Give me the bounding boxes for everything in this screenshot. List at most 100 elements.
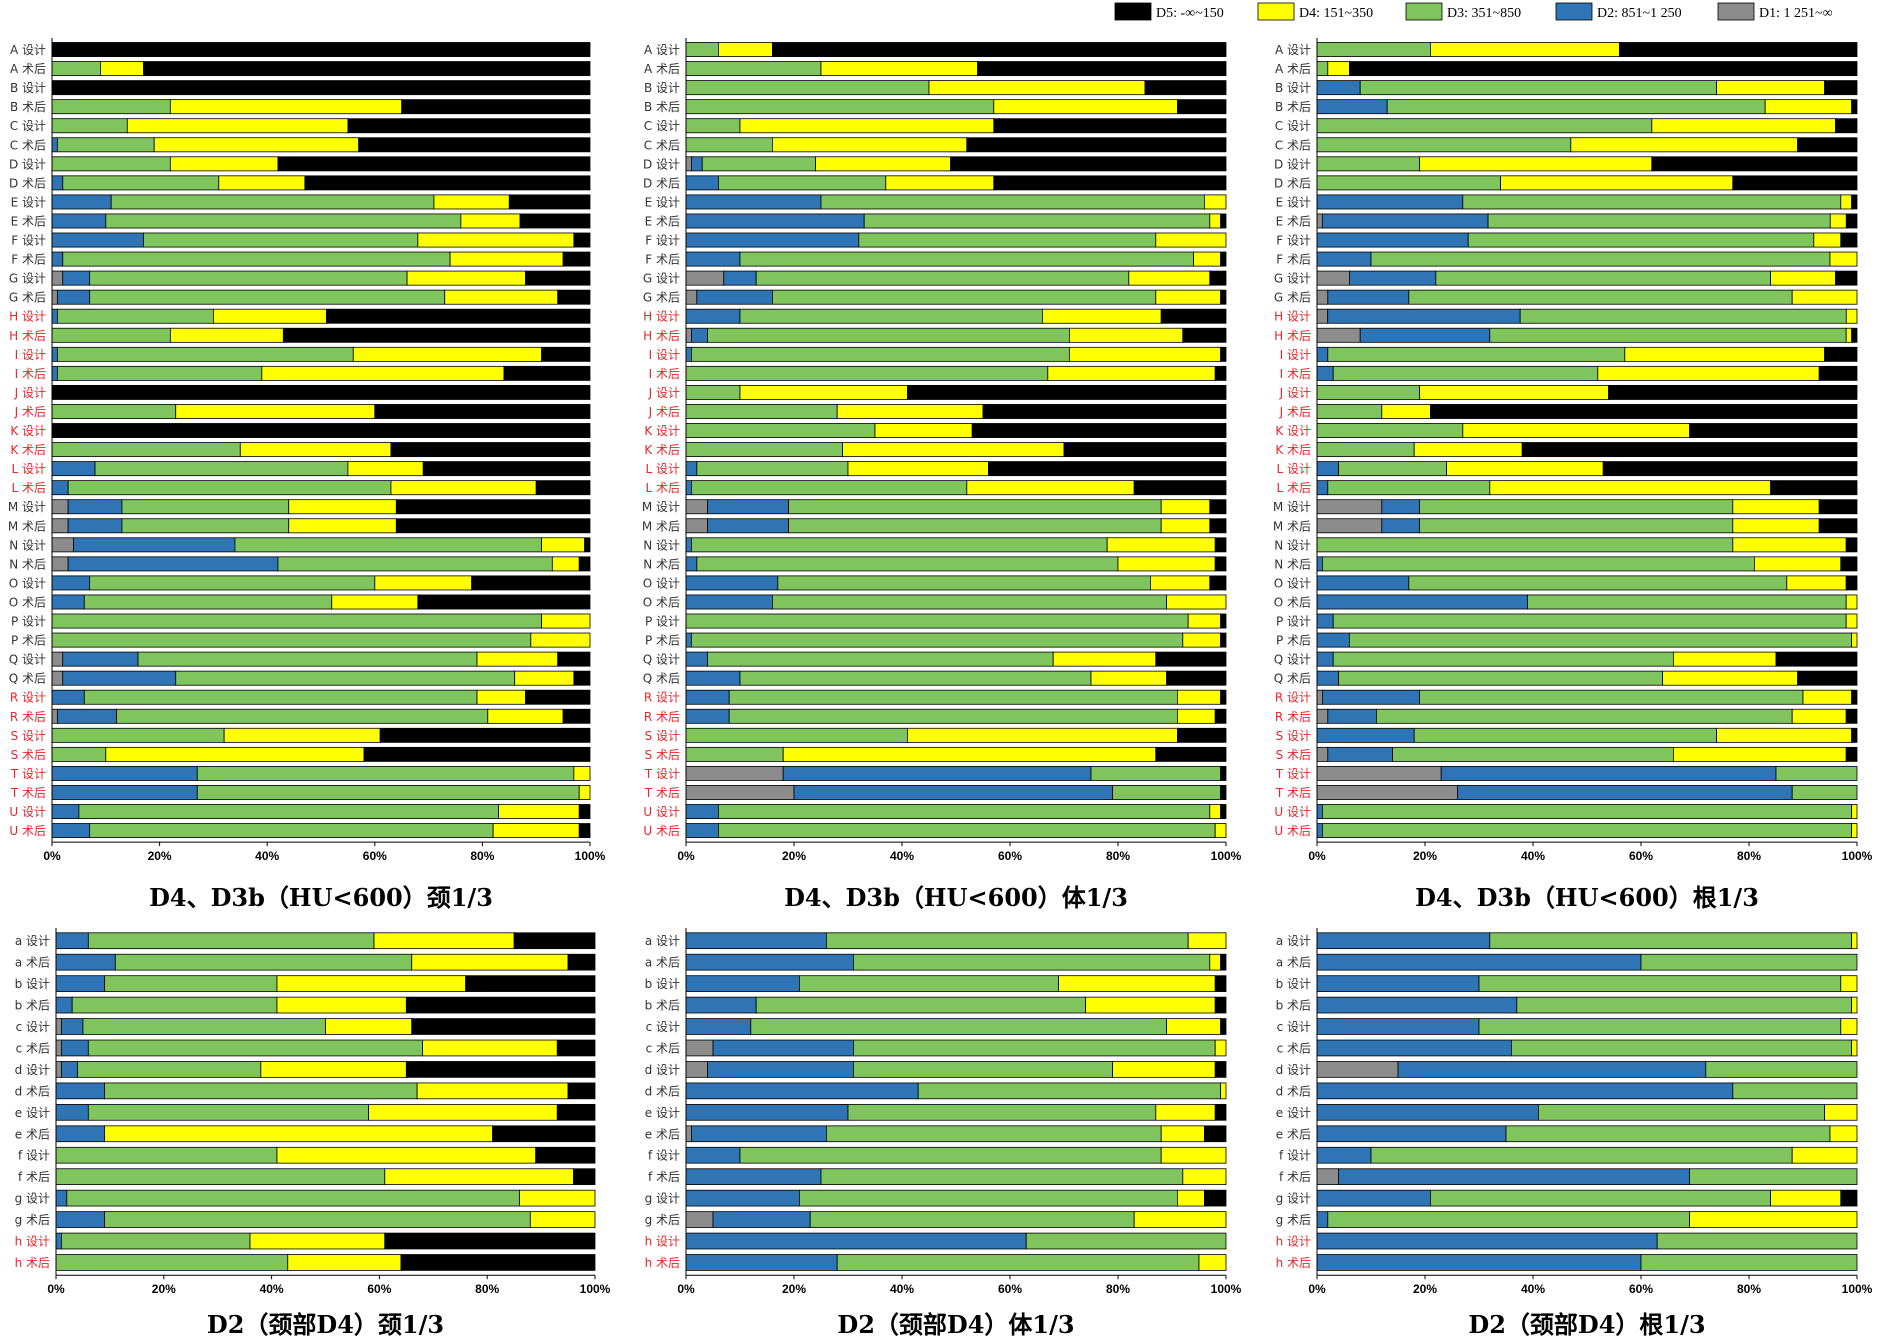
bar-segment [1791, 1146, 1858, 1164]
legend-swatch-d1 [1717, 2, 1755, 21]
bar-segment [89, 270, 408, 286]
bar-segment [685, 746, 784, 762]
bar-segment [405, 996, 596, 1014]
bar-segment [51, 327, 171, 343]
category-label: E 术后 [645, 214, 680, 228]
bar-segment [1754, 556, 1842, 572]
bar-segment [1570, 137, 1799, 153]
bar-segment [417, 594, 591, 610]
bar-segment [1106, 537, 1216, 553]
category-label: R 术后 [1275, 710, 1311, 724]
bar-segment [288, 499, 397, 515]
bar-segment [1155, 289, 1222, 305]
bar-segment [1322, 804, 1853, 819]
category-label: R 术后 [644, 710, 680, 724]
bar-segment [1327, 61, 1350, 77]
category-label: b 设计 [15, 977, 50, 991]
category-label: D 设计 [9, 157, 46, 171]
bar-segment [1069, 346, 1222, 362]
bar-segment [1732, 175, 1858, 191]
bar-segment [1349, 270, 1437, 286]
bar-segment [685, 156, 692, 172]
bar-segment [395, 499, 591, 515]
category-label: A 设计 [1275, 43, 1311, 57]
bar-segment [1840, 975, 1858, 992]
bar-segment [1835, 270, 1858, 286]
category-label: U 设计 [9, 805, 46, 819]
bar-segment [928, 80, 1146, 96]
bar-segment [94, 461, 349, 477]
bar-segment [51, 613, 542, 629]
category-label: d 术后 [1276, 1084, 1311, 1098]
bar-segment [1386, 99, 1766, 115]
bar-segment [1316, 975, 1480, 992]
bar-segment [1316, 423, 1464, 438]
bar-segment [1381, 404, 1431, 419]
x-tick-label: 40% [260, 1282, 284, 1296]
bar-segment [460, 213, 521, 229]
bar-segment [820, 1168, 1184, 1186]
category-label: E 设计 [645, 195, 680, 209]
category-label: Q 设计 [9, 653, 46, 667]
bar-segment [56, 708, 117, 724]
bar-segment [1430, 404, 1858, 419]
category-label: L 设计 [11, 462, 46, 476]
category-label: S 设计 [1276, 729, 1311, 743]
bar-segment [1840, 1018, 1858, 1035]
bar-segment [347, 118, 591, 134]
bar-segment [1166, 1018, 1221, 1035]
bar-segment [1840, 232, 1858, 248]
category-label: L 设计 [1276, 462, 1311, 476]
bar-segment [1182, 327, 1227, 343]
category-label: B 设计 [1275, 81, 1311, 95]
category-label: F 术后 [11, 253, 46, 267]
bar-segment [993, 99, 1178, 115]
x-tick-label: 40% [1521, 1282, 1545, 1296]
bar-segment [1519, 308, 1847, 324]
bar-segment [1673, 746, 1847, 762]
category-label: M 设计 [8, 500, 46, 514]
x-tick-label: 40% [890, 849, 914, 863]
bar-segment [739, 384, 908, 400]
bar-segment [885, 175, 995, 191]
bar-segment [1662, 670, 1798, 686]
bar-segment [1851, 689, 1858, 705]
panel-caption: D2（颈部D4）颈1/3 [207, 1310, 444, 1339]
x-tick-label: 60% [1629, 849, 1653, 863]
bar-segment [67, 480, 392, 496]
bar-segment [1392, 746, 1674, 762]
bar-segment [87, 1039, 423, 1057]
bar-segment [685, 384, 741, 400]
x-tick-label: 60% [367, 1282, 391, 1296]
bar-segment [1797, 137, 1858, 153]
bar-segment [51, 270, 64, 286]
legend-swatch-d3 [1405, 2, 1443, 21]
bar-segment [1419, 156, 1653, 172]
bar-segment [1220, 213, 1227, 229]
bar-segment [1047, 365, 1216, 381]
bar-segment [988, 461, 1227, 477]
category-label: R 设计 [1275, 691, 1311, 705]
category-label: B 设计 [644, 81, 680, 95]
bar-segment [1177, 708, 1216, 724]
bar-segment [685, 708, 730, 724]
bar-segment [249, 1232, 386, 1250]
category-label: G 设计 [9, 272, 46, 286]
panel-caption: D4、D3b（HU<600）体1/3 [784, 883, 1128, 912]
bar-segment [1316, 384, 1420, 400]
bar-segment [196, 765, 575, 781]
bar-segment [1651, 118, 1836, 134]
bar-segment [685, 1211, 714, 1228]
bar-segment [261, 365, 505, 381]
bar-segment [51, 804, 80, 819]
bar-segment [1220, 346, 1227, 362]
bar-segment [1316, 785, 1458, 800]
category-label: f 术后 [18, 1170, 50, 1184]
bar-segment [1824, 1103, 1858, 1121]
category-label: L 术后 [1276, 481, 1311, 495]
bar-segment [1413, 727, 1717, 743]
category-label: a 术后 [1276, 956, 1311, 970]
category-label: T 设计 [10, 767, 46, 781]
bar-segment [685, 1125, 692, 1143]
